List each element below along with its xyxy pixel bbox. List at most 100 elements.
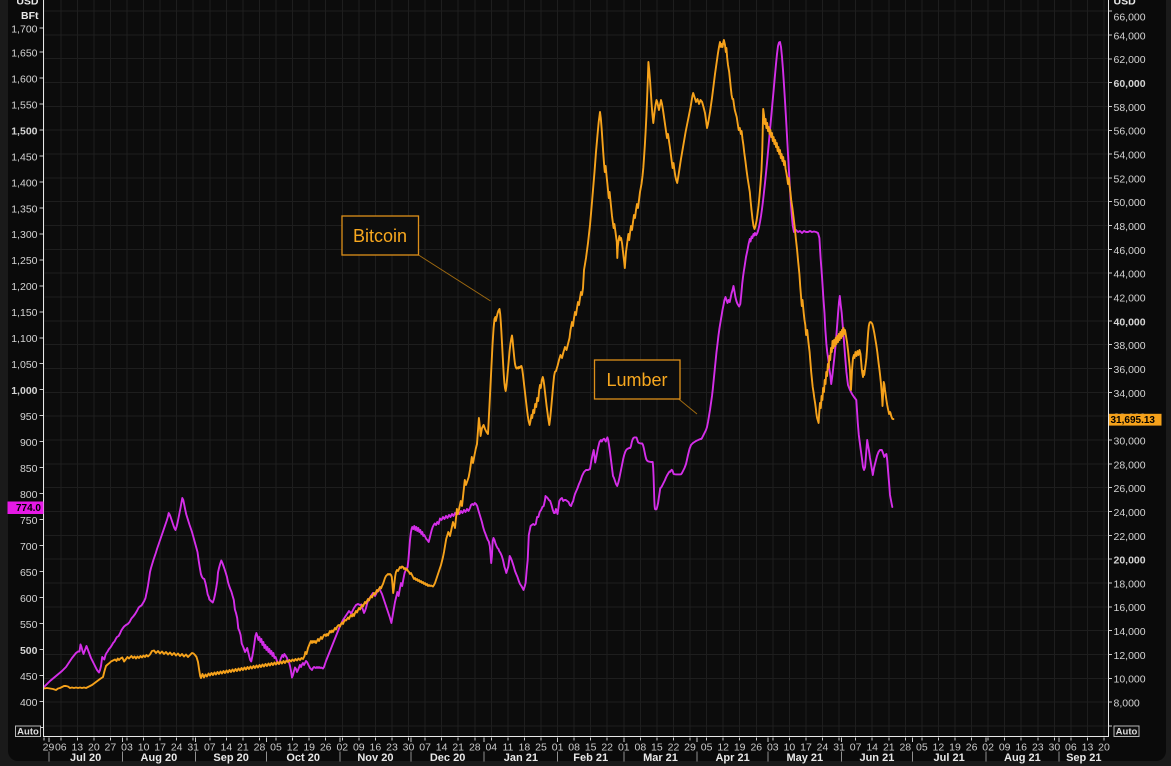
svg-text:28: 28 (469, 742, 481, 754)
svg-text:20: 20 (88, 742, 100, 754)
svg-text:30: 30 (403, 742, 415, 754)
svg-text:09: 09 (999, 742, 1011, 754)
svg-text:Auto: Auto (1116, 727, 1138, 738)
svg-text:27: 27 (105, 742, 117, 754)
svg-text:19: 19 (303, 742, 315, 754)
svg-text:Lumber: Lumber (606, 370, 667, 390)
svg-text:1,450: 1,450 (11, 151, 37, 163)
svg-text:1,250: 1,250 (11, 255, 37, 267)
svg-text:16: 16 (1015, 742, 1027, 754)
svg-text:15: 15 (585, 742, 597, 754)
svg-text:Aug 20: Aug 20 (141, 752, 178, 764)
svg-text:1,500: 1,500 (11, 125, 37, 137)
svg-text:19: 19 (949, 742, 961, 754)
svg-text:13: 13 (1082, 742, 1094, 754)
svg-text:24,000: 24,000 (1114, 507, 1146, 519)
svg-text:12: 12 (933, 742, 945, 754)
svg-text:13: 13 (71, 742, 83, 754)
svg-text:30: 30 (1049, 742, 1061, 754)
svg-text:21: 21 (883, 742, 895, 754)
svg-text:Apr 21: Apr 21 (715, 752, 749, 764)
svg-text:22: 22 (668, 742, 680, 754)
svg-text:Jul 20: Jul 20 (70, 752, 101, 764)
svg-text:42,000: 42,000 (1114, 293, 1146, 305)
svg-text:USD: USD (1114, 0, 1137, 8)
svg-text:06: 06 (1065, 742, 1077, 754)
svg-text:450: 450 (20, 671, 38, 683)
svg-text:550: 550 (20, 619, 38, 631)
svg-text:30,000: 30,000 (1114, 435, 1146, 447)
svg-text:BFt: BFt (21, 10, 39, 22)
svg-text:28: 28 (899, 742, 911, 754)
svg-text:May 21: May 21 (786, 752, 823, 764)
svg-text:Sep 21: Sep 21 (1066, 752, 1101, 764)
svg-text:Auto: Auto (17, 727, 39, 738)
svg-text:05: 05 (701, 742, 713, 754)
svg-text:29: 29 (43, 742, 55, 754)
svg-text:14,000: 14,000 (1114, 626, 1146, 638)
svg-text:01: 01 (618, 742, 630, 754)
svg-text:25: 25 (535, 742, 547, 754)
svg-text:Oct 20: Oct 20 (286, 752, 320, 764)
svg-text:03: 03 (121, 742, 133, 754)
svg-text:1,150: 1,150 (11, 307, 37, 319)
svg-text:26: 26 (320, 742, 332, 754)
svg-text:Jul 21: Jul 21 (934, 752, 965, 764)
svg-text:USD: USD (16, 0, 39, 8)
svg-text:07: 07 (850, 742, 862, 754)
svg-text:62,000: 62,000 (1114, 54, 1146, 66)
svg-text:1,050: 1,050 (11, 359, 37, 371)
svg-text:19: 19 (734, 742, 746, 754)
svg-text:54,000: 54,000 (1114, 150, 1146, 162)
svg-text:774.0: 774.0 (16, 503, 41, 514)
svg-text:Jun 21: Jun 21 (859, 752, 894, 764)
svg-text:18,000: 18,000 (1114, 578, 1146, 590)
svg-text:02: 02 (982, 742, 994, 754)
svg-text:1,600: 1,600 (11, 73, 37, 85)
svg-text:12: 12 (287, 742, 299, 754)
svg-text:10,000: 10,000 (1114, 674, 1146, 686)
svg-text:56,000: 56,000 (1114, 126, 1146, 138)
svg-text:850: 850 (20, 463, 38, 475)
svg-text:Dec 20: Dec 20 (430, 752, 465, 764)
svg-text:22: 22 (601, 742, 613, 754)
svg-text:900: 900 (20, 437, 38, 449)
svg-text:28: 28 (254, 742, 266, 754)
svg-text:31: 31 (833, 742, 845, 754)
svg-text:22,000: 22,000 (1114, 531, 1146, 543)
svg-text:14: 14 (221, 742, 233, 754)
svg-text:1,550: 1,550 (11, 99, 37, 111)
svg-text:700: 700 (20, 541, 38, 553)
svg-text:38,000: 38,000 (1114, 340, 1146, 352)
svg-text:10: 10 (138, 742, 150, 754)
svg-text:12,000: 12,000 (1114, 650, 1146, 662)
svg-text:64,000: 64,000 (1114, 30, 1146, 42)
svg-text:Bitcoin: Bitcoin (353, 226, 407, 246)
svg-text:20: 20 (1098, 742, 1110, 754)
svg-text:01: 01 (552, 742, 564, 754)
svg-text:07: 07 (204, 742, 216, 754)
svg-text:1,700: 1,700 (11, 23, 37, 35)
svg-text:26,000: 26,000 (1114, 483, 1146, 495)
svg-text:600: 600 (20, 593, 38, 605)
svg-text:8,000: 8,000 (1114, 698, 1140, 710)
svg-text:10: 10 (784, 742, 796, 754)
svg-text:24: 24 (171, 742, 183, 754)
svg-text:48,000: 48,000 (1114, 221, 1146, 233)
svg-text:31: 31 (187, 742, 199, 754)
svg-text:52,000: 52,000 (1114, 173, 1146, 185)
svg-text:1,100: 1,100 (11, 333, 37, 345)
svg-text:50,000: 50,000 (1114, 197, 1146, 209)
svg-text:36,000: 36,000 (1114, 364, 1146, 376)
svg-text:Aug 21: Aug 21 (1004, 752, 1041, 764)
svg-text:800: 800 (20, 489, 38, 501)
svg-text:15: 15 (651, 742, 663, 754)
svg-text:58,000: 58,000 (1114, 102, 1146, 114)
svg-text:04: 04 (485, 742, 497, 754)
svg-text:17: 17 (800, 742, 812, 754)
svg-text:60,000: 60,000 (1114, 78, 1146, 90)
svg-text:05: 05 (916, 742, 928, 754)
svg-text:Feb 21: Feb 21 (573, 752, 608, 764)
svg-text:18: 18 (519, 742, 531, 754)
svg-text:11: 11 (502, 742, 513, 754)
